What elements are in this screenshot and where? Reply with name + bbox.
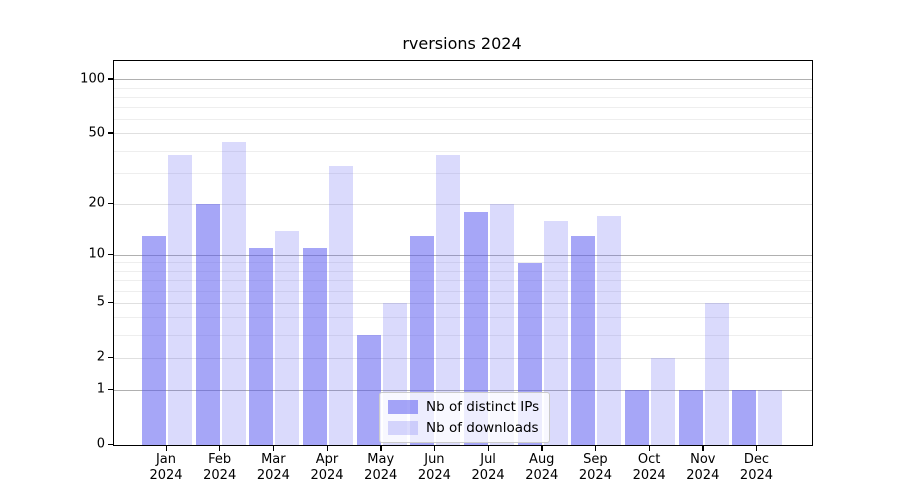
gridline — [114, 280, 812, 282]
gridline — [114, 87, 812, 89]
gridline — [114, 270, 812, 272]
y-tick-label: 100 — [80, 71, 105, 87]
gridline — [114, 79, 812, 81]
gridline — [114, 262, 812, 264]
x-tick-label: Feb 2024 — [203, 452, 237, 483]
gridline — [114, 203, 812, 205]
gridline — [114, 254, 812, 256]
bar-may-2024-ips — [356, 335, 381, 445]
bar-feb-2024-downloads — [221, 142, 246, 445]
gridline — [114, 172, 812, 174]
gridline — [114, 107, 812, 109]
x-tick-label: May 2024 — [364, 452, 398, 483]
plot-area: Nb of distinct IPs Nb of downloads — [113, 60, 813, 446]
gridline — [114, 290, 812, 292]
x-tick-label: Nov 2024 — [686, 452, 720, 483]
gridline — [114, 150, 812, 152]
bar-sep-2024-ips — [571, 236, 596, 445]
x-tick-mark — [272, 445, 275, 451]
bar-dec-2024-ips — [732, 390, 757, 445]
legend-swatch-distinct-ips — [388, 400, 418, 414]
gridline — [114, 357, 812, 359]
x-tick-label: Dec 2024 — [739, 452, 774, 483]
y-tick-mark — [108, 388, 113, 390]
bar-mar-2024-downloads — [275, 230, 300, 445]
bar-nov-2024-ips — [678, 390, 703, 445]
x-tick-mark — [487, 445, 489, 451]
y-tick-label: 2 — [96, 349, 105, 365]
legend-swatch-downloads — [388, 421, 418, 435]
legend: Nb of distinct IPs Nb of downloads — [379, 392, 551, 443]
x-tick-mark — [433, 445, 436, 451]
x-tick-label: Oct 2024 — [632, 452, 666, 483]
bar-nov-2024-downloads — [704, 303, 729, 445]
bar-feb-2024-ips — [195, 204, 220, 445]
x-tick-mark — [326, 445, 328, 451]
bar-jan-2024-downloads — [168, 155, 192, 445]
x-tick-mark — [702, 445, 704, 451]
x-tick-mark — [219, 445, 221, 451]
bar-apr-2024-ips — [303, 248, 328, 445]
y-tick-mark — [108, 443, 113, 445]
gridline — [114, 389, 812, 391]
x-tick-label: Sep 2024 — [578, 452, 612, 483]
y-tick-mark — [108, 132, 113, 134]
y-tick-label: 1 — [96, 381, 105, 397]
x-tick-mark — [648, 445, 650, 451]
legend-item-distinct-ips: Nb of distinct IPs — [388, 399, 539, 415]
x-tick-label: Apr 2024 — [310, 452, 344, 483]
bar-sep-2024-downloads — [597, 216, 622, 445]
y-tick-label: 20 — [88, 195, 105, 211]
gridline — [114, 334, 812, 336]
bar-dec-2024-downloads — [758, 390, 783, 445]
x-tick-mark — [594, 445, 597, 451]
gridline — [114, 119, 812, 121]
y-tick-mark — [108, 356, 113, 358]
x-tick-mark — [755, 445, 758, 451]
gridline — [114, 317, 812, 319]
x-tick-mark — [541, 445, 543, 451]
y-tick-label: 10 — [88, 246, 105, 262]
bar-apr-2024-downloads — [329, 166, 354, 445]
gridline — [114, 302, 812, 304]
bar-oct-2024-ips — [625, 390, 650, 445]
y-tick-mark — [108, 202, 113, 204]
gridline — [114, 96, 812, 98]
bar-jan-2024-ips — [142, 236, 166, 445]
legend-label: Nb of distinct IPs — [426, 399, 540, 415]
x-tick-mark — [165, 445, 167, 451]
gridline — [114, 133, 812, 135]
y-tick-mark — [108, 78, 113, 80]
legend-item-downloads: Nb of downloads — [388, 420, 539, 436]
chart-title: rversions 2024 — [402, 34, 522, 53]
x-tick-mark — [380, 445, 382, 451]
x-tick-label: Jun 2024 — [417, 452, 451, 483]
bar-mar-2024-ips — [249, 248, 274, 445]
x-tick-label: Mar 2024 — [256, 452, 290, 483]
legend-label: Nb of downloads — [426, 420, 539, 436]
y-tick-label: 0 — [96, 436, 105, 452]
y-tick-mark — [108, 301, 113, 304]
x-tick-label: Aug 2024 — [525, 452, 559, 483]
y-tick-mark — [108, 253, 113, 256]
bar-oct-2024-downloads — [651, 358, 676, 445]
y-tick-label: 5 — [96, 294, 105, 310]
x-tick-label: Jul 2024 — [471, 452, 505, 483]
y-tick-label: 50 — [88, 125, 105, 141]
x-tick-label: Jan 2024 — [149, 452, 183, 483]
